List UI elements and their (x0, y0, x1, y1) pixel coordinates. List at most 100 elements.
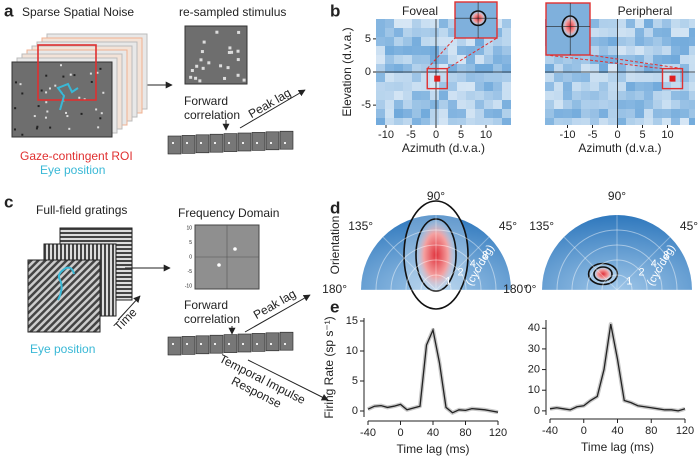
noise-dot (189, 75, 193, 79)
heatmap-cell (484, 55, 493, 64)
x-axis-label: Azimuth (d.v.a.) (578, 141, 661, 155)
x-tick-label: 5 (639, 129, 645, 141)
heatmap-cell (376, 109, 385, 118)
heatmap-cell (394, 100, 403, 109)
heatmap-cell (448, 46, 457, 55)
heatmap-cell (394, 109, 403, 118)
heatmap-cell (689, 19, 695, 28)
line (549, 324, 686, 412)
heatmap-cell (653, 118, 662, 125)
noise-dot (201, 66, 205, 70)
noise-dot (214, 343, 216, 345)
heatmap-cell (545, 91, 554, 100)
heatmap-cell (644, 100, 653, 109)
heatmap-cell (599, 19, 608, 28)
heatmap-cell (644, 109, 653, 118)
heatmap-cell (554, 64, 563, 73)
heatmap-cell (502, 82, 511, 91)
heatmap-cell (545, 109, 554, 118)
y-tick-label: 5 (352, 375, 358, 387)
angle-tick-label: 180° (503, 282, 528, 296)
heatmap-cell (412, 100, 421, 109)
noise-dot (284, 142, 286, 144)
heatmap-cell (502, 19, 511, 28)
heatmap-cell (403, 55, 412, 64)
r-tick-label: 2 (639, 267, 645, 279)
heatmap-cell (626, 19, 635, 28)
eye-label: Eye position (40, 163, 105, 177)
heatmap-cell (671, 82, 680, 91)
heatmap-cell (421, 73, 430, 82)
heatmap-cell (671, 55, 680, 64)
panel-label: b (330, 1, 340, 20)
heatmap-cell (581, 82, 590, 91)
heatmap-cell (626, 28, 635, 37)
angle-tick-label: 45° (680, 219, 698, 233)
noise-dot (73, 74, 76, 77)
heatmap-cell (581, 64, 590, 73)
heatmap-cell (545, 73, 554, 82)
heatmap-cell (662, 109, 671, 118)
r-tick-label: 8 (482, 249, 488, 261)
heatmap-cell (493, 91, 502, 100)
heatmap-cell (680, 91, 689, 100)
noise-dot (78, 96, 81, 99)
x-tick-label: 10 (661, 129, 673, 141)
frame (279, 331, 294, 351)
heatmap-cell (671, 91, 680, 100)
frame (209, 334, 224, 354)
stimulus-title: re-sampled stimulus (179, 5, 286, 19)
heatmap-cell (626, 100, 635, 109)
heatmap-cell (644, 64, 653, 73)
y-tick-label: 0 (365, 66, 371, 78)
heatmap-cell (653, 19, 662, 28)
heatmap-cell (466, 91, 475, 100)
heatmap-cell (653, 109, 662, 118)
heatmap-cell (502, 28, 511, 37)
heatmap-cell (448, 82, 457, 91)
x-tick-label: -40 (360, 427, 376, 439)
panel-label: a (4, 1, 14, 20)
heatmap-cell (680, 28, 689, 37)
panel-c: c Full-field gratings Eye position Time … (4, 192, 329, 411)
heatmap-cell (385, 100, 394, 109)
x-tick-label: 40 (427, 427, 439, 439)
heatmap-cell (608, 91, 617, 100)
noise-dot (37, 105, 40, 108)
heatmap-cell (635, 37, 644, 46)
x-axis-label: Azimuth (d.v.a.) (402, 141, 485, 155)
heatmap-cell (484, 46, 493, 55)
heatmap-cell (502, 64, 511, 73)
heatmap-cell (689, 55, 695, 64)
noise-dot (237, 30, 241, 34)
domain-title: Frequency Domain (178, 206, 279, 220)
heatmap-cell (689, 82, 695, 91)
noise-dot (236, 73, 240, 77)
heatmap-cell (484, 73, 493, 82)
heatmap-cell (608, 100, 617, 109)
heatmap-cell (626, 82, 635, 91)
heatmap-cell (466, 37, 475, 46)
noise-dot (270, 343, 272, 345)
noise-dot (215, 30, 219, 34)
heatmap-cell (475, 109, 484, 118)
angle-tick-label: 135° (529, 219, 554, 233)
heatmap-cell (421, 100, 430, 109)
correlation-label: Forward (184, 298, 228, 312)
lag-label: Peak lag (246, 86, 293, 121)
noise-dot (223, 76, 227, 80)
y-tick-label: 40 (528, 322, 540, 334)
heatmap-cell (599, 82, 608, 91)
heatmap-cell (554, 73, 563, 82)
noise-dot (19, 83, 22, 86)
panel-a: a Sparse Spatial Noise re-sampled stimul… (4, 1, 306, 177)
noise-dot (99, 67, 102, 70)
heatmap-cell (617, 118, 626, 125)
y-tick-label: 0 (534, 405, 540, 417)
heatmap-cell (644, 19, 653, 28)
grid-arc (601, 274, 633, 291)
heatmap-cell (457, 73, 466, 82)
heatmap-cell (403, 100, 412, 109)
frame (167, 135, 182, 155)
